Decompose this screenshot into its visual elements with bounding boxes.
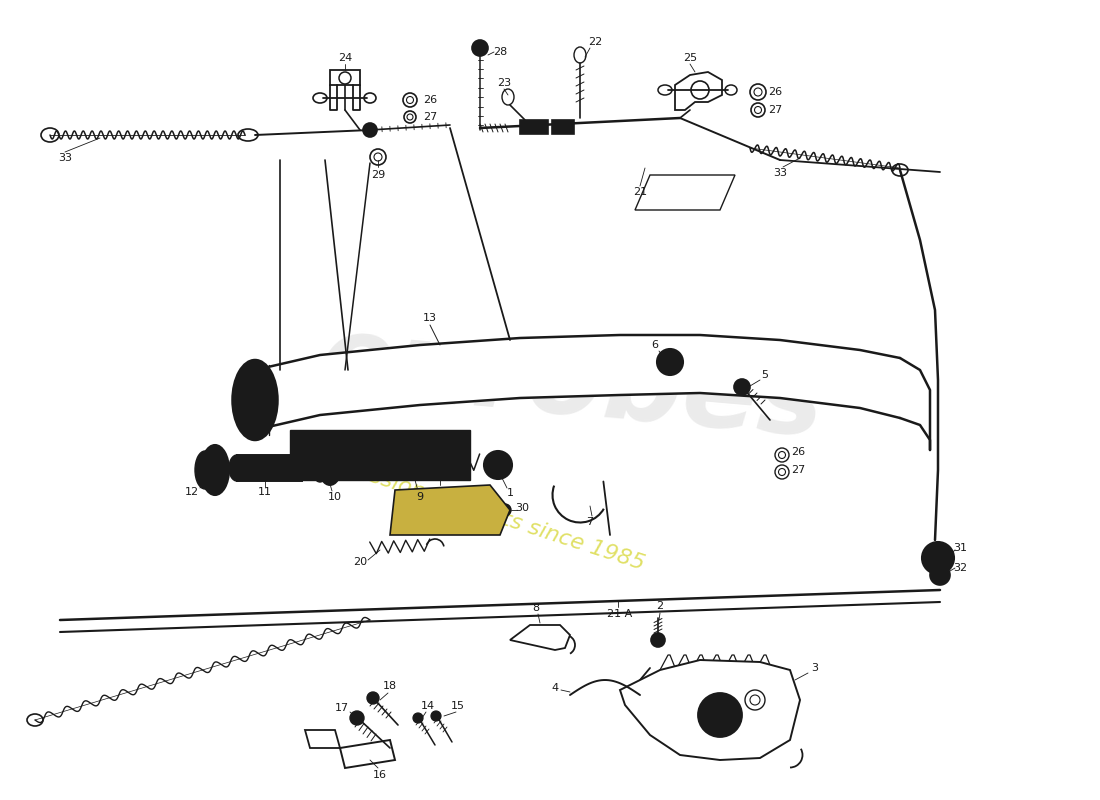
- Ellipse shape: [319, 451, 341, 485]
- Circle shape: [698, 693, 742, 737]
- Polygon shape: [305, 730, 340, 748]
- Text: 21: 21: [632, 187, 647, 197]
- Polygon shape: [635, 175, 735, 210]
- Circle shape: [367, 692, 380, 704]
- Circle shape: [499, 504, 512, 516]
- Bar: [520, 120, 548, 134]
- Circle shape: [734, 379, 750, 395]
- Text: 11: 11: [258, 487, 272, 497]
- Polygon shape: [340, 740, 395, 768]
- Text: 16: 16: [373, 770, 387, 780]
- Circle shape: [363, 123, 377, 137]
- Text: 14: 14: [421, 701, 436, 711]
- Ellipse shape: [295, 456, 309, 480]
- Polygon shape: [675, 72, 722, 110]
- Bar: [290, 430, 470, 480]
- Text: 32: 32: [953, 563, 967, 573]
- Text: 26: 26: [422, 95, 437, 105]
- Text: 18: 18: [383, 681, 397, 691]
- Ellipse shape: [232, 360, 277, 440]
- Text: 27: 27: [768, 105, 782, 115]
- Circle shape: [657, 349, 683, 375]
- Circle shape: [451, 498, 469, 516]
- Text: 12: 12: [185, 487, 199, 497]
- Ellipse shape: [238, 367, 273, 433]
- Text: 24: 24: [338, 53, 352, 63]
- Circle shape: [406, 501, 424, 519]
- Ellipse shape: [195, 451, 214, 489]
- Circle shape: [522, 122, 532, 132]
- Text: 10: 10: [328, 492, 342, 502]
- Text: 27: 27: [422, 112, 437, 122]
- Text: 3: 3: [812, 663, 818, 673]
- Circle shape: [930, 565, 950, 585]
- Circle shape: [651, 633, 666, 647]
- Text: 29: 29: [371, 170, 385, 180]
- Text: 9: 9: [417, 492, 424, 502]
- Polygon shape: [510, 625, 570, 650]
- Circle shape: [431, 711, 441, 721]
- Bar: [552, 120, 574, 134]
- Text: 23: 23: [497, 78, 512, 88]
- Text: a passion for parts since 1985: a passion for parts since 1985: [321, 450, 647, 574]
- Polygon shape: [330, 70, 360, 85]
- Text: 33: 33: [58, 153, 72, 163]
- Text: 25: 25: [683, 53, 697, 63]
- Text: 1: 1: [506, 488, 514, 498]
- Text: 20: 20: [353, 557, 367, 567]
- Text: 26: 26: [768, 87, 782, 97]
- Bar: [236, 455, 302, 481]
- Circle shape: [484, 451, 512, 479]
- Ellipse shape: [229, 455, 245, 481]
- Text: 22: 22: [587, 37, 602, 47]
- Text: 33: 33: [773, 168, 786, 178]
- Polygon shape: [620, 660, 800, 760]
- Text: 31: 31: [953, 543, 967, 553]
- Polygon shape: [390, 485, 510, 535]
- Text: 19: 19: [433, 463, 447, 473]
- Circle shape: [412, 713, 424, 723]
- Text: 15: 15: [451, 701, 465, 711]
- Text: 5: 5: [761, 370, 769, 380]
- Text: eurobes: eurobes: [315, 309, 829, 459]
- Text: 27: 27: [791, 465, 805, 475]
- Ellipse shape: [201, 445, 229, 495]
- Text: 26: 26: [791, 447, 805, 457]
- Text: 7: 7: [586, 517, 594, 527]
- Circle shape: [350, 711, 364, 725]
- Text: 30: 30: [515, 503, 529, 513]
- Text: 28: 28: [493, 47, 507, 57]
- Text: 17: 17: [334, 703, 349, 713]
- Text: 8: 8: [532, 603, 540, 613]
- Text: 13: 13: [424, 313, 437, 323]
- Ellipse shape: [312, 454, 328, 482]
- Text: 2: 2: [657, 601, 663, 611]
- Circle shape: [922, 542, 954, 574]
- Text: 6: 6: [651, 340, 659, 350]
- Circle shape: [472, 40, 488, 56]
- Text: 4: 4: [551, 683, 559, 693]
- Text: 21 A: 21 A: [607, 609, 632, 619]
